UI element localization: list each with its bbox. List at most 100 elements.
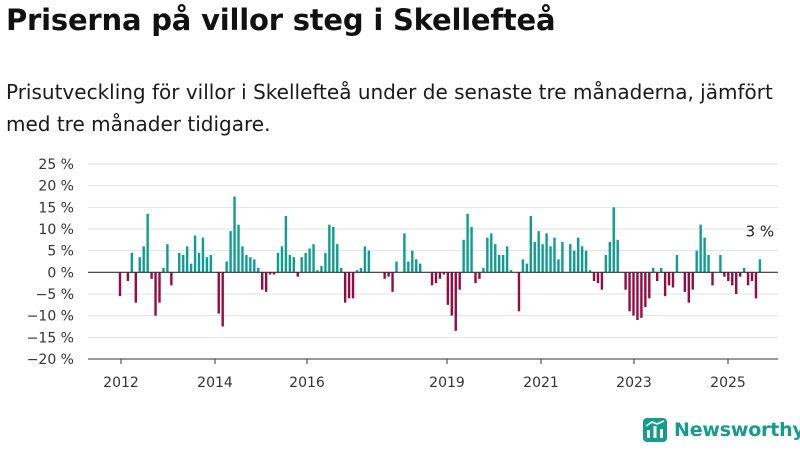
bar xyxy=(644,272,647,307)
bar xyxy=(580,246,584,273)
bar xyxy=(707,255,710,273)
bar xyxy=(189,263,193,273)
bar xyxy=(541,244,544,273)
bar xyxy=(197,252,201,273)
bar xyxy=(351,272,355,299)
bar xyxy=(150,272,153,279)
bar xyxy=(367,250,371,273)
bar xyxy=(166,244,169,273)
bar xyxy=(257,268,260,273)
bar xyxy=(320,265,323,273)
bar xyxy=(233,196,236,273)
y-axis-labels: 25 % 20 % 15 % 10 % 5 % 0 % −5 % −10 % −15 % −20 … xyxy=(27,157,74,368)
y-tick-label: 0 % xyxy=(47,265,74,281)
bar xyxy=(430,272,434,286)
bar xyxy=(264,272,268,292)
bar xyxy=(656,272,659,281)
bar xyxy=(245,255,248,273)
bar xyxy=(683,272,687,292)
bar-chart-logo-icon xyxy=(643,418,667,442)
bar xyxy=(628,272,631,312)
bar xyxy=(221,272,224,327)
bars xyxy=(118,196,762,331)
brand-name: Newsworthy xyxy=(674,419,800,441)
bar xyxy=(596,272,600,284)
bar xyxy=(486,237,489,273)
bar xyxy=(193,235,197,273)
x-tick-label: 2025 xyxy=(710,375,746,391)
bar xyxy=(162,268,165,273)
bar xyxy=(134,272,137,303)
bar xyxy=(355,270,359,273)
x-tick-label: 2021 xyxy=(523,375,559,391)
bar xyxy=(387,272,390,277)
bar xyxy=(699,224,702,273)
bar xyxy=(549,246,552,273)
bar xyxy=(517,272,521,312)
y-tick-label: 20 % xyxy=(38,179,74,195)
bar xyxy=(474,272,477,284)
chart-title: Priserna på villor steg i Skellefteå xyxy=(6,3,556,37)
bar xyxy=(446,272,450,305)
bar xyxy=(466,213,469,273)
y-tick-label: −5 % xyxy=(36,287,74,303)
bar xyxy=(577,237,580,273)
bar xyxy=(537,231,540,273)
bar xyxy=(434,272,438,284)
x-tick-label: 2016 xyxy=(289,375,325,391)
bar xyxy=(711,272,714,286)
bar xyxy=(383,272,386,279)
bar xyxy=(340,268,343,273)
bar xyxy=(632,272,635,316)
bar xyxy=(533,242,536,273)
bar xyxy=(695,250,698,273)
bar xyxy=(343,272,347,303)
bar xyxy=(616,239,619,273)
bar xyxy=(442,272,446,275)
y-tick-label: 15 % xyxy=(38,200,74,216)
bar xyxy=(454,272,457,331)
bar xyxy=(746,272,750,286)
bar xyxy=(505,246,509,273)
bar xyxy=(268,272,272,275)
bar xyxy=(727,272,730,281)
latest-value-label: 3 % xyxy=(746,222,775,240)
bar xyxy=(458,272,461,290)
bar xyxy=(592,272,596,281)
bar xyxy=(126,272,130,281)
bar xyxy=(652,268,655,273)
bar xyxy=(738,272,742,277)
bar xyxy=(395,261,398,273)
bar xyxy=(300,257,303,273)
bar xyxy=(478,272,481,279)
y-tick-label: −10 % xyxy=(27,309,74,325)
bar xyxy=(158,272,161,303)
bar xyxy=(411,250,414,273)
bar xyxy=(501,255,505,273)
bar xyxy=(624,272,627,290)
bar xyxy=(569,244,572,273)
bar xyxy=(328,224,331,273)
bar xyxy=(419,263,422,273)
bar xyxy=(217,272,220,314)
bar xyxy=(261,272,264,290)
bar xyxy=(154,272,157,316)
bar xyxy=(584,250,588,273)
x-axis: 2012 2014 2016 2019 2021 2023 2025 xyxy=(88,358,778,391)
bar xyxy=(731,272,734,286)
bar xyxy=(553,237,556,273)
y-tick-label: 10 % xyxy=(38,222,74,238)
bar xyxy=(178,252,181,273)
y-tick-label: 25 % xyxy=(38,157,74,173)
y-tick-label: −15 % xyxy=(27,330,74,346)
bar xyxy=(253,259,256,273)
x-tick-label: 2023 xyxy=(616,375,652,391)
bar xyxy=(146,213,149,273)
bar xyxy=(296,272,299,277)
bar xyxy=(415,259,418,273)
bar xyxy=(723,272,726,277)
bar xyxy=(312,244,315,273)
bar xyxy=(450,272,453,316)
bar xyxy=(691,272,694,290)
gridlines xyxy=(88,163,778,360)
